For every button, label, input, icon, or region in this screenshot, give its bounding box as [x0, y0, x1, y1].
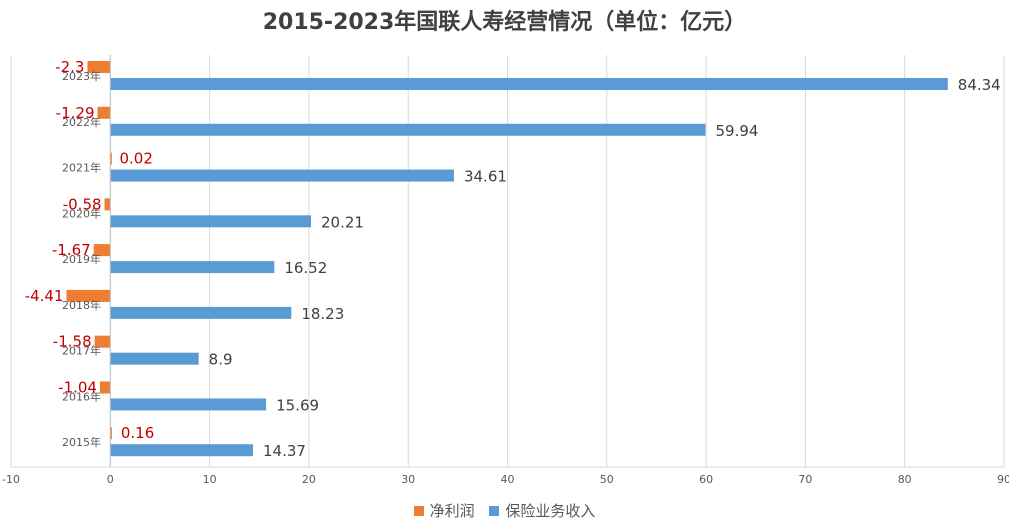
x-tick-label: 80: [898, 473, 912, 486]
x-tick-label: 0: [107, 473, 114, 486]
data-label-premium-income: 8.9: [209, 351, 233, 369]
x-tick-label: 30: [401, 473, 415, 486]
legend-item-premium-income: 保险业务收入: [489, 500, 595, 521]
bar-net-profit-2015年: [110, 427, 112, 440]
data-label-premium-income: 15.69: [276, 396, 319, 414]
bar-net-profit-2020年: [104, 198, 111, 211]
category-label: 2023年: [62, 69, 101, 83]
data-label-net-profit: -1.58: [53, 333, 92, 351]
category-label: 2015年: [62, 435, 101, 449]
x-tick-label: 50: [600, 473, 614, 486]
data-label-net-profit: -1.04: [58, 378, 97, 396]
data-label-net-profit: -0.58: [63, 195, 102, 213]
legend-label-premium-income: 保险业务收入: [505, 502, 596, 520]
category-label: 2017年: [62, 344, 101, 358]
bar-net-profit-2018年: [66, 289, 111, 302]
bar-premium-income-2020年: [110, 215, 311, 228]
bar-premium-income-2022年: [110, 123, 706, 136]
data-label-net-profit: 0.02: [119, 150, 152, 168]
data-label-premium-income: 34.61: [464, 168, 507, 186]
bar-premium-income-2018年: [110, 306, 292, 319]
category-label: 2016年: [62, 389, 101, 403]
category-label: 2019年: [62, 252, 101, 266]
bar-premium-income-2015年: [110, 444, 253, 457]
bar-premium-income-2021年: [110, 169, 454, 182]
bar-premium-income-2016年: [110, 398, 267, 411]
legend-swatch-net-profit: [413, 505, 424, 516]
chart-title: 2015-2023年国联人寿经营情况（单位：亿元）: [262, 10, 747, 35]
data-label-net-profit: -1.29: [56, 104, 95, 122]
legend-item-net-profit: 净利润: [413, 500, 475, 521]
x-tick-label: 90: [997, 473, 1009, 486]
bar-net-profit-2021年: [110, 152, 112, 165]
data-label-premium-income: 59.94: [716, 122, 759, 140]
bar-net-profit-2016年: [99, 381, 111, 394]
x-tick-label: 40: [501, 473, 515, 486]
category-label: 2022年: [62, 115, 101, 129]
x-tick-label: 20: [302, 473, 316, 486]
bar-premium-income-2017年: [110, 352, 199, 365]
legend-label-net-profit: 净利润: [429, 502, 475, 520]
data-label-net-profit: -2.3: [55, 58, 84, 76]
bar-net-profit-2017年: [94, 335, 111, 348]
bar-net-profit-2019年: [93, 244, 111, 257]
data-label-premium-income: 84.34: [958, 76, 1001, 94]
data-label-premium-income: 18.23: [301, 305, 344, 323]
data-label-premium-income: 20.21: [321, 213, 364, 231]
data-label-premium-income: 16.52: [284, 259, 327, 277]
data-label-premium-income: 14.37: [263, 442, 306, 460]
bar-premium-income-2019年: [110, 261, 275, 274]
bar-net-profit-2022年: [97, 106, 111, 119]
bar-premium-income-2023年: [110, 78, 948, 90]
x-tick-label: 60: [699, 473, 713, 486]
x-tick-label: 70: [798, 473, 812, 486]
legend-swatch-premium-income: [489, 505, 500, 516]
chart-legend: 净利润 保险业务收入: [0, 500, 1009, 521]
data-label-net-profit: -4.41: [25, 287, 64, 305]
category-label: 2018年: [62, 298, 101, 312]
data-label-net-profit: 0.16: [121, 424, 154, 442]
category-label: 2021年: [62, 161, 101, 175]
x-tick-label: 10: [203, 473, 217, 486]
x-tick-label: -10: [2, 473, 20, 486]
category-label: 2020年: [62, 206, 101, 220]
data-label-net-profit: -1.67: [52, 241, 91, 259]
bar-net-profit-2023年: [87, 61, 111, 73]
